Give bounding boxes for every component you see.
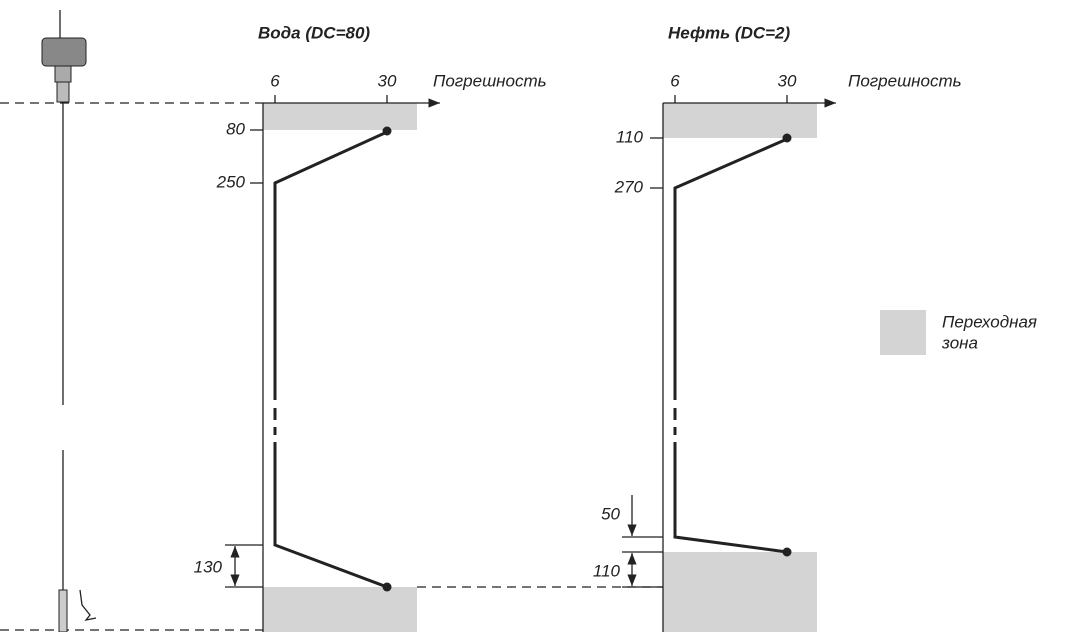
legend-label: Переходная <box>942 312 1037 331</box>
depth-label: 130 <box>194 557 223 576</box>
axis-label: Погрешность <box>848 71 962 90</box>
transition-zone <box>263 103 417 130</box>
tick-label: 30 <box>378 71 397 90</box>
error-curve <box>673 137 788 554</box>
transition-zone <box>263 587 417 632</box>
depth-label: 250 <box>216 172 246 191</box>
depth-label: 110 <box>616 127 644 146</box>
depth-label: 80 <box>226 119 245 138</box>
tick-label: 6 <box>670 71 680 90</box>
panel-title: Нефть (DC=2) <box>668 23 791 42</box>
panel-oil: Нефть (DC=2) 6 30 Погрешность 110 270 50… <box>593 23 962 632</box>
transition-zone <box>663 103 817 138</box>
error-curve <box>273 130 388 589</box>
transition-zone <box>663 552 817 632</box>
tick-label: 30 <box>778 71 797 90</box>
depth-label: 270 <box>614 177 644 196</box>
legend-label: зона <box>941 333 978 352</box>
legend: Переходная зона <box>880 310 1037 355</box>
panel-title: Вода (DC=80) <box>258 23 370 42</box>
device <box>0 10 263 632</box>
tick-label: 6 <box>270 71 280 90</box>
depth-label: 50 <box>601 504 620 523</box>
legend-swatch <box>880 310 926 355</box>
axis-label: Погрешность <box>433 71 547 90</box>
panel-water: Вода (DC=80) 6 30 Погрешность 80 250 130 <box>194 23 547 632</box>
depth-label: 110 <box>593 561 621 580</box>
